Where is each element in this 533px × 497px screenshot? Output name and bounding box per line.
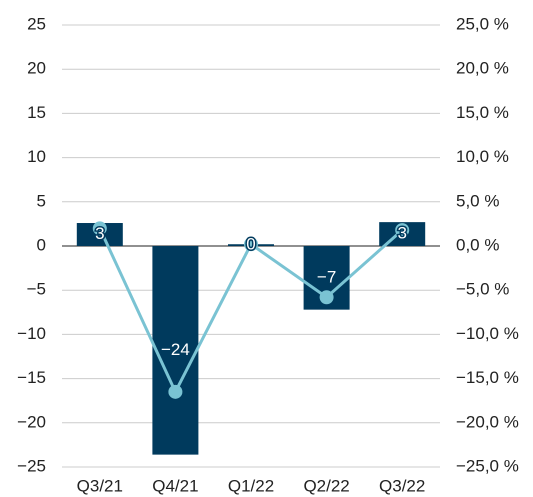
y-tick-label: −25 (17, 456, 46, 475)
y2-tick-label: −25,0 % (456, 456, 519, 475)
data-label: 3 (397, 224, 406, 243)
y2-tick-label: 25,0 % (456, 14, 509, 33)
line-point (395, 223, 410, 238)
x-tick-label: Q1/22 (228, 476, 274, 495)
line-point (319, 290, 334, 305)
y2-tick-label: −5,0 % (456, 280, 509, 299)
data-label: 0 (246, 235, 255, 254)
line-point (168, 384, 183, 399)
y2-tick-label: 5,0 % (456, 191, 499, 210)
y-tick-label: −15 (17, 368, 46, 387)
line-point (244, 237, 258, 252)
x-tick-label: Q2/22 (303, 476, 349, 495)
y-tick-label: 25 (27, 14, 46, 33)
data-label: −7 (317, 267, 336, 286)
y2-tick-label: −15,0 % (456, 368, 519, 387)
y2-tick-label: −20,0 % (456, 412, 519, 431)
x-tick-label: Q4/21 (152, 476, 198, 495)
data-label: 3 (95, 224, 104, 243)
y-tick-label: 5 (37, 191, 46, 210)
y2-tick-label: 0,0 % (456, 235, 499, 254)
data-label: −24 (161, 340, 190, 359)
y-tick-label: −20 (17, 412, 46, 431)
y2-tick-label: −10,0 % (456, 324, 519, 343)
y2-tick-label: 20,0 % (456, 59, 509, 78)
x-tick-label: Q3/21 (77, 476, 123, 495)
bar (152, 246, 199, 455)
y2-tick-label: 15,0 % (456, 103, 509, 122)
y-tick-label: 0 (37, 235, 46, 254)
x-tick-label: Q3/22 (379, 476, 425, 495)
y-tick-label: −10 (17, 324, 46, 343)
line-point (92, 221, 107, 236)
y2-tick-label: 10,0 % (456, 147, 509, 166)
y-tick-label: −5 (27, 280, 46, 299)
y-tick-label: 15 (27, 103, 46, 122)
y-tick-label: 20 (27, 59, 46, 78)
y-tick-label: 10 (27, 147, 46, 166)
